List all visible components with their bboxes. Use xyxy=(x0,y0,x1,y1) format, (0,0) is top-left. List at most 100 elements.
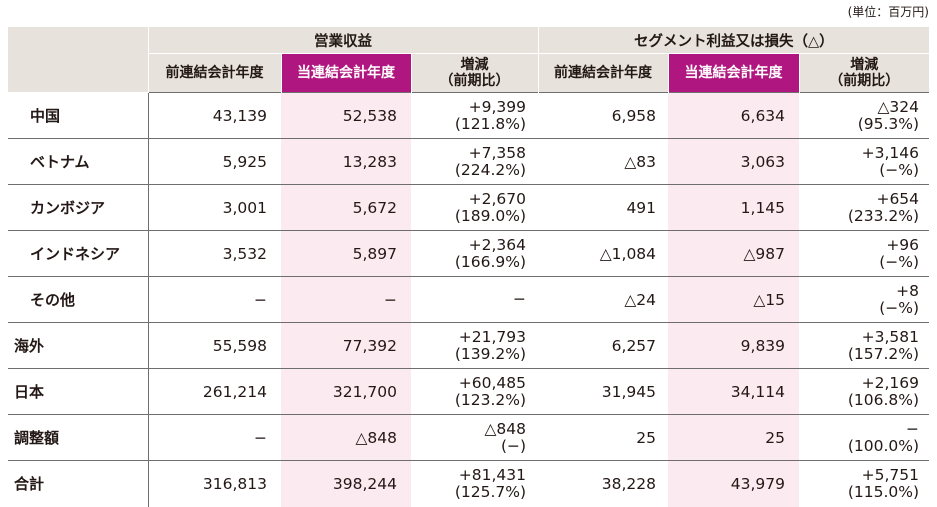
rev-curr-cell: 5,897 xyxy=(281,230,411,277)
seg-prev-cell-value: △1,084 xyxy=(599,244,657,263)
table-row: インドネシア 3,532 5,897 +2,364 (166.9%) △1,084 △987… xyxy=(8,230,930,277)
seg-curr-cell: 3,063 xyxy=(668,138,800,185)
rev-curr-cell: 398,244 xyxy=(281,460,411,507)
rev-diff-cell-value: (139.2%) xyxy=(454,344,527,363)
seg-curr-cell: 6,634 xyxy=(668,92,800,139)
rev-prev-cell-value: − xyxy=(254,428,267,447)
seg-prev-cell: △83 xyxy=(538,138,669,185)
rev-curr-cell-value: 5,897 xyxy=(352,244,397,263)
row-label-value: 合計 xyxy=(14,475,45,494)
rev-diff-cell: +81,431 (125.7%) xyxy=(411,460,539,507)
col-header-diff-line1: 増減 xyxy=(460,57,489,73)
rev-prev-cell: − xyxy=(147,414,281,461)
table-row: その他 − − − △24 △15 +8 (−%) xyxy=(8,276,930,323)
seg-prev-cell: 38,228 xyxy=(538,460,669,507)
seg-prev-cell-value: 6,958 xyxy=(611,106,657,125)
seg-curr-cell-value: 6,634 xyxy=(740,106,786,125)
rev-prev-cell-value: − xyxy=(254,290,267,309)
col-header-seg-curr: 当連結会計年度 xyxy=(667,53,800,93)
seg-prev-cell-value: 25 xyxy=(636,428,657,447)
seg-diff-cell-value: +3,146 xyxy=(861,143,920,162)
rev-diff-cell-value: +7,358 xyxy=(468,143,527,162)
col-header-rev-prev: 前連結会計年度 xyxy=(147,53,281,93)
rev-diff-cell-value: (121.8%) xyxy=(454,114,527,133)
col-header-rev-diff: 増減 （前期比） xyxy=(411,53,539,93)
seg-prev-cell: 491 xyxy=(538,184,669,231)
table-row: 中国 43,139 52,538 +9,399 (121.8%) 6,958 6,634 △3… xyxy=(8,92,930,139)
rev-prev-cell: 3,001 xyxy=(147,184,281,231)
rev-diff-cell-value: (125.7%) xyxy=(454,482,527,501)
seg-curr-cell: 34,114 xyxy=(668,368,800,415)
rev-diff-cell: +9,399 (121.8%) xyxy=(411,92,539,139)
corner-header xyxy=(8,27,148,93)
rev-diff-cell: △848 (−) xyxy=(411,414,539,461)
rev-diff-cell: − xyxy=(411,276,539,323)
seg-diff-cell-value: +2,169 xyxy=(861,373,920,392)
col-header-seg-diff: 増減 （前期比） xyxy=(799,53,930,93)
seg-curr-cell: 1,145 xyxy=(668,184,800,231)
seg-prev-cell: 6,958 xyxy=(538,92,669,139)
seg-diff-cell-value: (−%) xyxy=(879,160,920,179)
segment-table: 営業収益 セグメント利益又は損失（△） 前連結会計年度 当連結会計年度 増減 （前… xyxy=(8,27,930,507)
group-header-segment-profit: セグメント利益又は損失（△） xyxy=(537,27,930,54)
row-label-value: 調整額 xyxy=(14,429,60,447)
row-label-value: 中国 xyxy=(30,107,61,125)
rev-diff-cell-value: − xyxy=(513,290,527,308)
rev-diff-cell: +21,793 (139.2%) xyxy=(411,322,539,369)
seg-diff-cell-value: (−%) xyxy=(879,252,920,271)
seg-diff-cell-value: +8 xyxy=(896,281,920,300)
table-row: ベトナム 5,925 13,283 +7,358 (224.2%) △83 3,063 +3,… xyxy=(8,138,930,185)
seg-diff-cell-value: (−%) xyxy=(879,298,920,317)
rev-diff-cell-value: (−) xyxy=(500,436,527,455)
rev-prev-cell: − xyxy=(147,276,281,323)
rev-curr-cell: 321,700 xyxy=(281,368,411,415)
seg-diff-cell: +96 (−%) xyxy=(799,230,930,277)
rev-curr-cell-value: △848 xyxy=(355,428,397,447)
rev-prev-cell: 5,925 xyxy=(147,138,281,185)
rev-diff-cell-value: +2,364 xyxy=(468,235,527,254)
seg-curr-cell-value: 34,114 xyxy=(730,382,786,401)
seg-prev-cell-value: 38,228 xyxy=(601,474,657,493)
row-label: 合計 xyxy=(8,460,148,507)
seg-curr-cell: 9,839 xyxy=(668,322,800,369)
col-header-diff-line1: 増減 xyxy=(850,57,879,73)
table-row: カンボジア 3,001 5,672 +2,670 (189.0%) 491 1,145 +65… xyxy=(8,184,930,231)
seg-curr-cell-value: 3,063 xyxy=(740,152,786,171)
group-header-revenue: 営業収益 xyxy=(147,27,539,54)
rev-prev-cell-value: 43,139 xyxy=(212,106,267,125)
seg-prev-cell: 31,945 xyxy=(538,368,669,415)
seg-diff-cell-value: (115.0%) xyxy=(847,482,920,501)
seg-diff-cell-value: (233.2%) xyxy=(847,206,920,225)
rev-prev-cell: 316,813 xyxy=(147,460,281,507)
seg-curr-cell: △15 xyxy=(668,276,800,323)
rev-diff-cell: +2,364 (166.9%) xyxy=(411,230,539,277)
rev-curr-cell-value: 5,672 xyxy=(352,198,397,217)
seg-prev-cell-value: △83 xyxy=(624,152,657,171)
row-label: インドネシア xyxy=(8,230,148,277)
unit-label: (単位：百万円) xyxy=(847,5,929,19)
rev-diff-cell-value: (189.0%) xyxy=(454,206,527,225)
seg-diff-cell-value: +5,751 xyxy=(861,465,920,484)
seg-prev-cell: △1,084 xyxy=(538,230,669,277)
row-label-value: ベトナム xyxy=(30,153,90,171)
rev-prev-cell: 261,214 xyxy=(147,368,281,415)
rev-curr-cell-value: − xyxy=(384,290,397,309)
rev-curr-cell: 52,538 xyxy=(281,92,411,139)
rev-prev-cell-value: 316,813 xyxy=(202,474,267,493)
rev-curr-cell-value: 52,538 xyxy=(342,106,397,125)
rev-curr-cell-value: 321,700 xyxy=(332,382,397,401)
seg-diff-cell: +3,581 (157.2%) xyxy=(799,322,930,369)
seg-curr-cell-value: 9,839 xyxy=(740,336,786,355)
rev-curr-cell: 13,283 xyxy=(281,138,411,185)
seg-curr-cell: 43,979 xyxy=(668,460,800,507)
seg-diff-cell-value: +96 xyxy=(886,235,920,254)
row-label: 海外 xyxy=(8,322,148,369)
col-header-rev-curr: 当連結会計年度 xyxy=(280,53,412,93)
seg-curr-cell: 25 xyxy=(668,414,800,461)
seg-diff-cell: +3,146 (−%) xyxy=(799,138,930,185)
seg-diff-cell-value: (100.0%) xyxy=(847,436,920,455)
seg-prev-cell-value: 491 xyxy=(626,198,657,217)
seg-diff-cell-value: (106.8%) xyxy=(847,390,920,409)
seg-diff-cell-value: +654 xyxy=(876,189,920,208)
seg-diff-cell-value: (95.3%) xyxy=(857,114,920,133)
